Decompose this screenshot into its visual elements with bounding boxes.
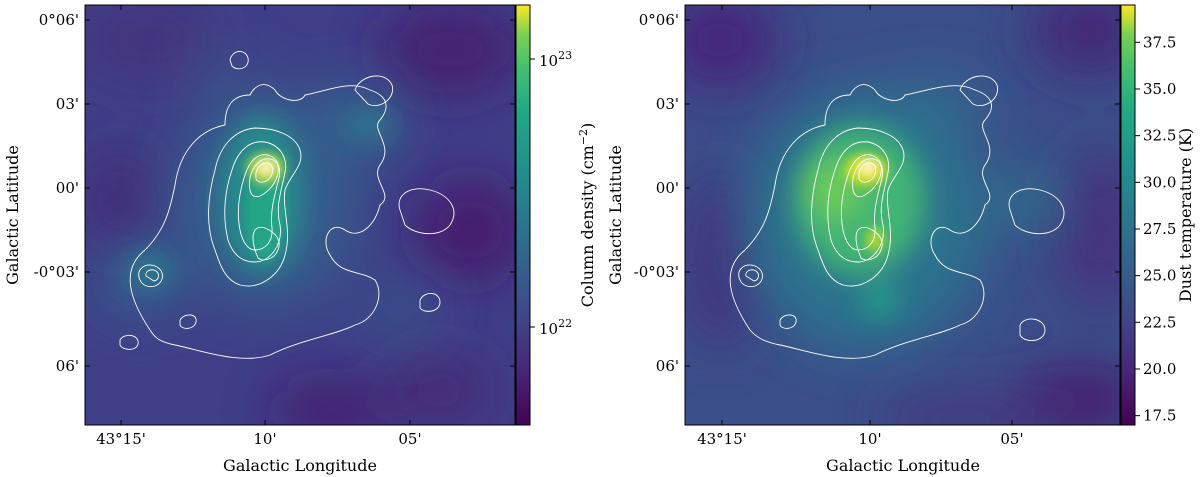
right-plot-frame	[684, 4, 1121, 426]
colorbar-tick-label: 25.0	[1143, 267, 1176, 285]
column-density-colorbar	[515, 4, 531, 426]
contour-lines-right	[729, 75, 1065, 359]
x-tick-label: 43°15'	[697, 430, 747, 448]
dust-temperature-map	[685, 5, 1120, 425]
y-tick-label: -0°03'	[34, 263, 79, 281]
colorbar-tick-label: 17.5	[1143, 407, 1176, 425]
y-tick-label: 00'	[656, 179, 679, 197]
right-tick-marks	[685, 5, 1120, 425]
colorbar-tick-label: 37.5	[1143, 33, 1176, 51]
x-tick-label: 05'	[1000, 430, 1023, 448]
colorbar-ticks-left	[530, 58, 535, 328]
colorbar-ticks-right: 37.5 35.0 32.5 30.0 27.5 25.0 22.5 20.0 17.5	[1135, 33, 1176, 425]
colorbar-tick-label: 30.0	[1143, 173, 1176, 191]
y-tick-label: 06'	[56, 357, 79, 375]
x-tick-label: 10'	[253, 430, 276, 448]
left-plot-frame	[84, 4, 516, 426]
dust-temperature-panel: 43°15' 10' 05' 0°06' 03' 00' -0°03' 06' …	[606, 4, 1195, 475]
x-tick-label: 10'	[858, 430, 881, 448]
colorbar-tick-label: 32.5	[1143, 127, 1176, 145]
y-tick-label: 00'	[56, 179, 79, 197]
x-tick-label: 05'	[398, 430, 421, 448]
x-axis-label: Galactic Longitude	[826, 456, 980, 475]
y-tick-label: 03'	[656, 95, 679, 113]
y-tick-label: 0°06'	[39, 11, 79, 29]
y-tick-label: 0°06'	[639, 11, 679, 29]
contour-lines-left	[119, 51, 455, 359]
dust-temperature-colorbar	[1120, 4, 1136, 426]
left-tick-marks	[85, 5, 515, 425]
colorbar-tick-label: 22.5	[1143, 313, 1176, 331]
column-density-panel: 43°15' 10' 05' 0°06' 03' 00' -0°03' 06' …	[3, 4, 597, 475]
x-axis-label: Galactic Longitude	[223, 456, 377, 475]
colorbar-tick-label: 35.0	[1143, 80, 1176, 98]
y-tick-label: 03'	[56, 95, 79, 113]
y-axis-label: Galactic Latitude	[3, 145, 22, 285]
column-density-map	[85, 5, 515, 425]
y-tick-label: -0°03'	[634, 263, 679, 281]
colorbar-label: Column density (cm−2)	[577, 123, 597, 308]
y-tick-label: 06'	[656, 357, 679, 375]
y-axis-label: Galactic Latitude	[606, 145, 625, 285]
colorbar-tick-label: 1022	[539, 317, 572, 338]
x-tick-label: 43°15'	[96, 430, 146, 448]
colorbar-tick-label: 1023	[539, 49, 572, 70]
colorbar-tick-label: 27.5	[1143, 220, 1176, 238]
colorbar-label: Dust temperature (K)	[1176, 128, 1195, 302]
colorbar-tick-label: 20.0	[1143, 360, 1176, 378]
